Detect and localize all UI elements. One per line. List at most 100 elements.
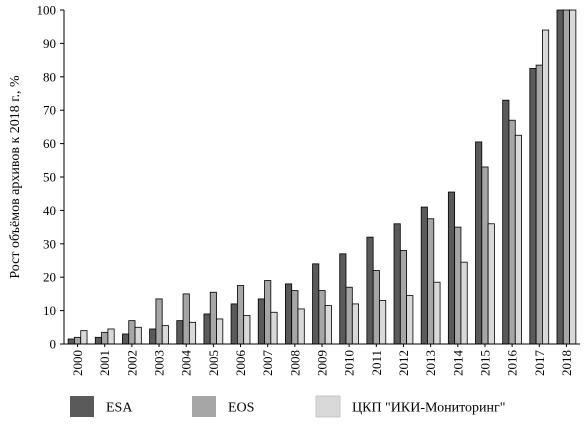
bar-eos-2012 (399, 250, 408, 345)
bar---2016 (514, 134, 522, 345)
bar-eos-2013 (427, 218, 435, 345)
x-tick-label: 2007 (260, 350, 275, 377)
bar-esa-2012 (393, 223, 401, 345)
bar-eos-2017 (535, 64, 543, 345)
bar-eos-2009 (318, 290, 326, 345)
bar-eos-2000 (74, 336, 82, 345)
bar---2004 (188, 321, 197, 345)
bar-eos-2003 (155, 298, 163, 345)
bar-esa-2000 (67, 338, 75, 345)
axes (63, 10, 580, 345)
y-tick-label: 30 (43, 236, 56, 251)
x-tick-label: 2001 (97, 350, 112, 376)
bar---2008 (297, 308, 305, 345)
legend-label: ЦКП "ИКИ-Мониторинг" (352, 401, 505, 416)
x-tick-label: 2003 (152, 350, 167, 376)
legend-swatch (315, 395, 341, 418)
bar-eos-2008 (291, 290, 299, 345)
bar---2005 (216, 318, 224, 345)
bar-esa-2006 (230, 303, 238, 345)
bar-eos-2014 (454, 226, 462, 345)
bar---2003 (161, 325, 169, 345)
bar---2009 (324, 305, 332, 345)
bar---2012 (406, 295, 414, 345)
y-tick-label: 90 (43, 36, 56, 51)
bar-esa-2005 (203, 313, 211, 345)
bar-eos-2016 (508, 119, 516, 345)
bar---2006 (243, 315, 251, 345)
bar-esa-2014 (447, 191, 456, 345)
y-axis-title: Рост объёмов архивов к 2018 г., % (8, 75, 23, 279)
bar---2010 (351, 303, 360, 345)
x-tick-label: 2015 (477, 350, 492, 376)
bar-eos-2004 (182, 293, 190, 345)
y-tick-label: 80 (43, 69, 56, 84)
x-tick-label: 2018 (559, 350, 574, 376)
bar-eos-2005 (209, 291, 217, 345)
bar-esa-2004 (176, 320, 184, 345)
x-tick-label: 2014 (450, 350, 465, 377)
bar-esa-2003 (149, 328, 157, 345)
bar-eos-2007 (264, 280, 272, 345)
bar-esa-2001 (94, 336, 102, 345)
bar-eos-2010 (345, 286, 353, 345)
y-axis-title-group: Рост объёмов архивов к 2018 г., % (8, 75, 23, 279)
y-tick-label: 70 (43, 103, 56, 118)
x-tick-label: 2006 (233, 350, 248, 377)
x-tick-label: 2016 (505, 350, 520, 377)
bar-esa-2011 (366, 236, 374, 345)
bar-esa-2007 (257, 298, 265, 345)
x-tick-label: 2011 (369, 350, 384, 376)
bar---2013 (433, 281, 441, 345)
bar-eos-2001 (101, 331, 109, 345)
bar-eos-2015 (481, 166, 489, 345)
bar---2017 (542, 29, 550, 345)
y-tick-label: 100 (37, 3, 57, 18)
bar---2001 (107, 328, 115, 345)
bar-eos-2002 (128, 320, 136, 345)
y-tick-label: 20 (43, 270, 56, 285)
legend: ESA EOS ЦКП "ИКИ-Мониторинг" (70, 395, 505, 418)
legend-swatch (70, 396, 94, 417)
bar-esa-2010 (339, 253, 347, 345)
x-tick-label: 2012 (396, 350, 411, 376)
bar-eos-2011 (372, 270, 380, 345)
x-tick-label: 2005 (206, 350, 221, 376)
bar-esa-2013 (420, 206, 428, 345)
legend-label: EOS (228, 401, 254, 416)
bar-esa-2017 (529, 68, 537, 345)
bar-esa-2018 (556, 9, 564, 345)
y-tick-label: 60 (43, 136, 56, 151)
x-tick-label: 2009 (315, 350, 330, 376)
bar---2002 (134, 326, 142, 345)
legend-swatch (192, 396, 216, 417)
x-tick-label: 2002 (124, 350, 139, 376)
bar-eos-2018 (562, 9, 570, 345)
y-tick-label: 0 (50, 337, 57, 352)
x-tick-label: 2008 (287, 350, 302, 376)
bar---2018 (569, 9, 577, 345)
bar-esa-2016 (502, 99, 510, 345)
x-tick-label: 2013 (423, 350, 438, 376)
bar---2007 (270, 311, 278, 345)
bar-esa-2002 (122, 333, 130, 345)
bar-esa-2009 (312, 263, 320, 345)
x-tick-label: 2017 (532, 350, 547, 377)
y-tick-label: 40 (43, 203, 56, 218)
bars (67, 9, 577, 345)
y-tick-label: 50 (43, 170, 56, 185)
bar---2000 (80, 330, 88, 345)
bar---2011 (379, 300, 387, 345)
x-tick-label: 2010 (342, 350, 357, 376)
y-axis-ticks: 0 10 20 30 40 50 60 70 80 90 100 (37, 3, 64, 352)
bar---2015 (487, 223, 495, 345)
bar---2014 (460, 261, 468, 345)
bar-esa-2015 (475, 141, 483, 345)
bar-esa-2008 (284, 283, 293, 345)
x-axis-ticks: 2000 2001 2002 2003 2004 2005 2006 2007 2008 2009… (70, 344, 574, 376)
bar-eos-2006 (236, 285, 245, 345)
x-tick-label: 2004 (179, 350, 194, 377)
y-tick-label: 10 (43, 303, 56, 318)
